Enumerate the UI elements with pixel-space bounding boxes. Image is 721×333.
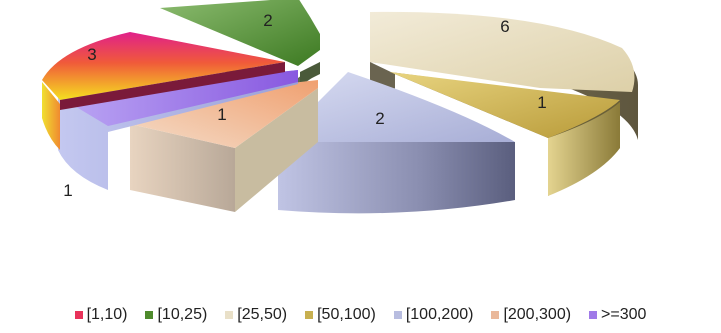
legend-swatch [393,311,402,319]
legend-swatch [491,311,500,319]
legend-item: [1,10) [74,306,128,324]
data-label-0: 3 [87,45,96,64]
data-label-3: 1 [537,93,546,112]
data-label-2: 6 [500,17,509,36]
slice-50-100 [390,72,620,196]
legend-swatch [589,311,598,319]
legend-item: [50,100) [305,306,376,324]
legend-label: [100,200) [405,306,474,323]
slice-100-200 [278,72,515,214]
legend-label: [50,100) [317,306,376,323]
data-label-5: 1 [217,105,226,124]
legend-label: [25,50) [237,306,288,323]
legend-label: >=300 [601,306,647,323]
legend-swatch [74,311,83,319]
data-label-6: 1 [63,181,72,200]
data-label-1: 2 [263,11,272,30]
slice-1-10 [42,32,285,150]
data-label-4: 2 [375,109,384,128]
legend-label: [1,10) [86,306,128,323]
legend-label: [200,300) [503,306,572,323]
slice-25-50 [370,11,638,140]
legend-swatch [225,311,234,319]
legend-swatch [305,311,314,319]
slice-200-300 [130,80,318,212]
legend: [1,10) [10,25) [25,50) [50,100) [100,200) [20… [0,302,721,328]
legend-item: [25,50) [225,306,287,324]
data-labels: 3 2 6 1 2 1 1 [63,11,546,200]
legend-swatch [145,311,154,319]
legend-item: [100,200) [393,306,474,324]
legend-item: [10,25) [145,306,207,324]
legend-label: [10,25) [157,306,208,323]
legend-item: >=300 [589,306,646,324]
legend-item: [200,300) [491,306,571,324]
